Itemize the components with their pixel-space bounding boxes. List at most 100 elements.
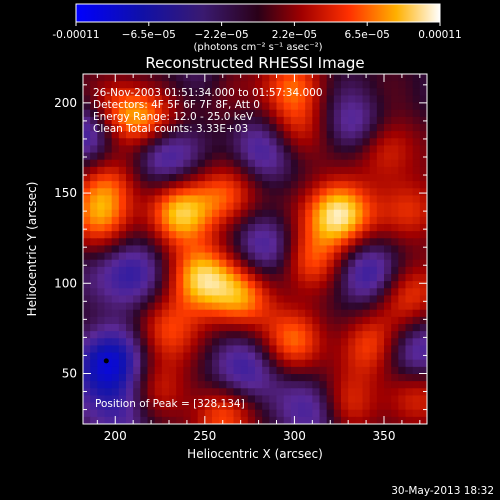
- heatmap-cell: [376, 395, 385, 404]
- heatmap-cell: [369, 259, 378, 268]
- heatmap-cell: [405, 409, 414, 418]
- heatmap-cell: [326, 388, 335, 397]
- heatmap-cell: [369, 145, 378, 154]
- heatmap-cell: [247, 188, 256, 197]
- heatmap-cell: [348, 188, 356, 197]
- heatmap-cell: [190, 252, 199, 261]
- heatmap-cell: [190, 231, 199, 239]
- heatmap-cell: [369, 181, 378, 189]
- heatmap-cell: [298, 324, 306, 332]
- heatmap-cell: [111, 116, 120, 125]
- heatmap-cell: [183, 359, 192, 368]
- heatmap-cell: [319, 81, 328, 89]
- heatmap-cell: [333, 295, 342, 304]
- heatmap-cell: [226, 131, 235, 139]
- heatmap-cell: [197, 131, 206, 139]
- heatmap-cell: [140, 359, 149, 368]
- heatmap-cell: [348, 288, 356, 297]
- heatmap-cell: [290, 145, 299, 154]
- heatmap-cell: [276, 395, 285, 404]
- heatmap-cell: [255, 388, 263, 397]
- heatmap-cell: [319, 352, 328, 361]
- heatmap-cell: [255, 116, 263, 125]
- heatmap-cell: [255, 345, 263, 354]
- heatmap-cell: [276, 231, 285, 239]
- heatmap-cell: [355, 388, 364, 397]
- heatmap-cell: [233, 281, 242, 289]
- heatmap-cell: [362, 359, 371, 368]
- heatmap-cell: [391, 209, 399, 218]
- heatmap-cell: [111, 231, 120, 239]
- heatmap-cell: [326, 238, 335, 247]
- heatmap-cell: [262, 124, 270, 132]
- heatmap-cell: [326, 309, 335, 318]
- heatmap-cell: [276, 288, 285, 297]
- heatmap-cell: [183, 316, 192, 325]
- heatmap-cell: [362, 202, 371, 211]
- heatmap-cell: [247, 95, 256, 104]
- heatmap-cell: [412, 145, 421, 154]
- heatmap-cell: [204, 209, 213, 218]
- heatmap-cell: [204, 366, 213, 375]
- heatmap-cell: [247, 388, 256, 397]
- heatmap-cell: [147, 316, 156, 325]
- heatmap-cell: [104, 259, 113, 268]
- heatmap-cell: [305, 309, 313, 318]
- heatmap-cell: [154, 381, 163, 389]
- heatmap-cell: [183, 81, 192, 89]
- heatmap-cell: [412, 202, 421, 211]
- heatmap-cell: [126, 195, 134, 204]
- heatmap-cell: [176, 274, 184, 282]
- heatmap-cell: [312, 252, 321, 261]
- heatmap-cell: [83, 381, 91, 389]
- heatmap-cell: [298, 309, 306, 318]
- heatmap-cell: [333, 395, 342, 404]
- colorbar-tick-label: −2.2e−05: [195, 29, 249, 41]
- heatmap-cell: [111, 124, 120, 132]
- heatmap-cell: [204, 116, 213, 125]
- heatmap-cell: [126, 238, 134, 247]
- heatmap-cell: [362, 302, 371, 311]
- heatmap-cell: [190, 338, 199, 347]
- heatmap-cell: [183, 116, 192, 125]
- heatmap-cell: [90, 252, 98, 261]
- heatmap-cell: [154, 102, 163, 111]
- heatmap-cell: [233, 181, 242, 189]
- heatmap-cell: [298, 259, 306, 268]
- heatmap-cell: [104, 402, 113, 411]
- heatmap-cell: [169, 359, 177, 368]
- heatmap-cell: [140, 345, 149, 354]
- heatmap-cell: [341, 331, 349, 339]
- heatmap-cell: [391, 309, 399, 318]
- heatmap-cell: [269, 245, 278, 254]
- heatmap-cell: [190, 345, 199, 354]
- heatmap-cell: [384, 231, 392, 239]
- heatmap-cell: [176, 288, 184, 297]
- heatmap-cell: [111, 131, 120, 139]
- heatmap-cell: [190, 295, 199, 304]
- heatmap-cell: [312, 116, 321, 125]
- heatmap-cell: [126, 381, 134, 389]
- heatmap-cell: [233, 138, 242, 147]
- heatmap-cell: [419, 252, 427, 261]
- y-axis-label: Heliocentric Y (arcsec): [25, 182, 39, 317]
- heatmap-cell: [319, 209, 328, 218]
- heatmap-cell: [391, 131, 399, 139]
- heatmap-cell: [97, 295, 106, 304]
- heatmap-cell: [412, 288, 421, 297]
- heatmap-cell: [376, 95, 385, 104]
- heatmap-cell: [111, 288, 120, 297]
- heatmap-cell: [369, 152, 378, 161]
- heatmap-cell: [111, 338, 120, 347]
- heatmap-cell: [405, 245, 414, 254]
- y-tick-label: 200: [54, 96, 77, 110]
- heatmap-cell: [204, 409, 213, 418]
- heatmap-cell: [97, 231, 106, 239]
- heatmap-cell: [398, 145, 407, 154]
- heatmap-cell: [405, 359, 414, 368]
- heatmap-cell: [97, 359, 106, 368]
- heatmap-cell: [212, 295, 220, 304]
- heatmap-cell: [391, 224, 399, 232]
- heatmap-cell: [376, 345, 385, 354]
- heatmap-cell: [219, 216, 227, 225]
